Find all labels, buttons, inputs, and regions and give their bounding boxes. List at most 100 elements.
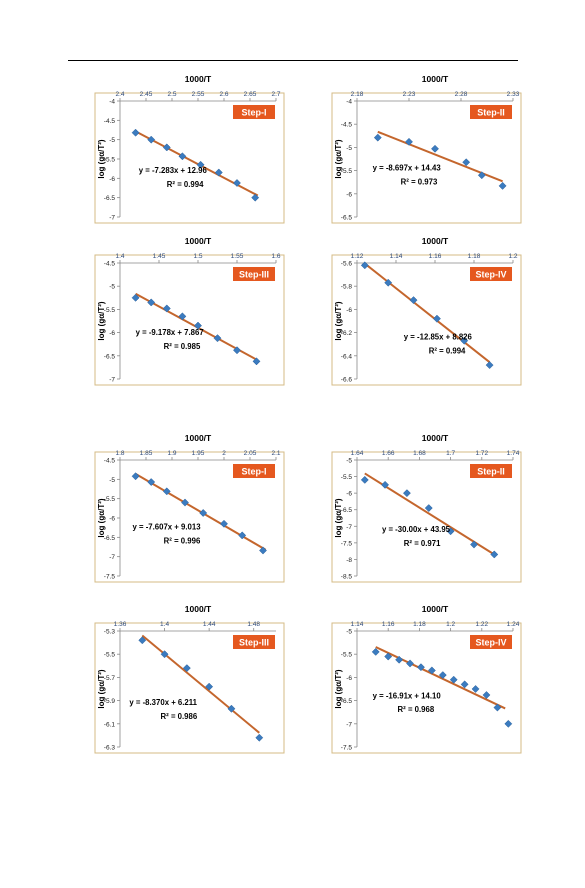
y-tick-label: -7 — [109, 215, 115, 222]
y-tick-label: -8.5 — [341, 574, 353, 581]
data-point — [182, 664, 191, 673]
data-point — [252, 357, 261, 366]
x-tick-label: 1.44 — [203, 621, 216, 628]
x-axis-label: 1000/T — [185, 74, 212, 84]
y-tick-label: -7 — [346, 524, 352, 531]
y-tick-label: -6.4 — [341, 353, 353, 360]
x-tick-label: 1.7 — [446, 450, 455, 457]
x-axis-label: 1000/T — [422, 433, 449, 443]
y-tick-label: -4.5 — [104, 458, 116, 465]
step-label-box — [470, 267, 512, 281]
fit-r-squared: R² = 0.986 — [161, 712, 198, 721]
fit-r-squared: R² = 0.985 — [164, 342, 201, 351]
x-tick-label: 1.14 — [351, 621, 364, 628]
y-tick-label: -5.7 — [104, 675, 116, 682]
data-point — [384, 652, 393, 661]
chart-panel-4: 1000/T 1.12 1.14 1.16 1.18 1.2 -5.6 -5.8 -6 -6.2 -… — [305, 235, 523, 387]
y-tick-label: -7 — [109, 377, 115, 384]
data-point — [493, 703, 502, 712]
data-point — [178, 152, 187, 161]
data-point — [255, 733, 264, 742]
x-tick-label: 1.18 — [413, 621, 426, 628]
data-point — [409, 296, 418, 305]
data-point — [259, 546, 267, 555]
x-tick-label: 1.8 — [115, 450, 124, 457]
x-axis-label: 1000/T — [185, 236, 212, 246]
y-tick-label: -4.5 — [341, 122, 353, 129]
top-rule — [68, 60, 518, 61]
y-tick-label: -5.9 — [104, 698, 116, 705]
x-tick-label: 2.55 — [192, 91, 205, 98]
fit-r-squared: R² = 0.994 — [429, 346, 466, 355]
data-point — [424, 504, 433, 513]
y-axis-label: log (gα/T²) — [334, 498, 343, 537]
chart-panel-3: 1000/T 1.4 1.45 1.5 1.55 1.6 -4.5 -5 -5.5 -6 -6.5 -… — [68, 235, 286, 387]
y-axis-label: log (gα/T²) — [97, 498, 106, 537]
y-tick-label: -5.5 — [341, 474, 353, 481]
x-tick-label: 1.22 — [475, 621, 488, 628]
data-point — [462, 158, 471, 167]
data-point — [373, 133, 382, 142]
x-tick-label: 1.36 — [114, 621, 127, 628]
data-point — [178, 312, 187, 321]
fit-r-squared: R² = 0.996 — [164, 537, 201, 546]
y-tick-label: -8 — [346, 557, 352, 564]
fit-line — [141, 634, 260, 734]
step-label-box — [233, 464, 275, 478]
chart-panel-5: 1000/T 1.8 1.85 1.9 1.95 2 2.05 2.1 -4.5 -5 -5.5 -6… — [68, 432, 286, 584]
chart-frame — [331, 451, 522, 583]
step-label: Step-IV — [475, 638, 506, 648]
step-label: Step-IV — [475, 270, 506, 280]
step-label: Step-I — [241, 108, 266, 118]
y-tick-label: -6.5 — [341, 215, 353, 222]
data-point — [220, 519, 228, 528]
data-point — [498, 181, 507, 190]
y-axis-label: log (gα/T²) — [97, 139, 106, 178]
chart-panel-7: 1000/T 1.36 1.4 1.44 1.48 -5.3 -5.5 -5.7 -5.9 -6.… — [68, 603, 286, 755]
data-point — [160, 650, 169, 659]
y-tick-label: -6.5 — [341, 698, 353, 705]
x-tick-label: 1.55 — [231, 253, 244, 260]
y-tick-label: -6 — [346, 191, 352, 198]
x-tick-label: 1.48 — [247, 621, 260, 628]
data-point — [131, 472, 140, 481]
fit-equation: y = -30.00x + 43.95 — [382, 525, 451, 534]
data-point — [147, 135, 156, 144]
y-tick-label: -5.5 — [341, 168, 353, 175]
chart-svg: 1000/T 1.4 1.45 1.5 1.55 1.6 -4.5 -5 -5.5 -6 -6.5 -… — [94, 236, 285, 386]
y-tick-label: -5 — [346, 458, 352, 465]
x-tick-label: 1.2 — [508, 253, 517, 260]
y-tick-label: -4 — [109, 99, 115, 106]
chart-svg: 1000/T 1.36 1.4 1.44 1.48 -5.3 -5.5 -5.7 -5.9 -6.… — [94, 604, 285, 754]
y-tick-label: -6.2 — [341, 330, 353, 337]
step-label-box — [233, 267, 275, 281]
y-tick-label: -4.5 — [104, 261, 116, 268]
x-tick-label: 2 — [222, 450, 226, 457]
y-tick-label: -6 — [346, 307, 352, 314]
chart-panel-2: 1000/T 2.18 2.23 2.28 2.33 -4 -4.5 -5 -5.5 -6 -6.5… — [305, 73, 523, 225]
x-axis-label: 1000/T — [422, 604, 449, 614]
data-point — [406, 659, 414, 668]
data-point — [395, 655, 404, 664]
fit-r-squared: R² = 0.973 — [401, 178, 438, 187]
step-label-box — [470, 105, 512, 119]
x-tick-label: 1.66 — [382, 450, 395, 457]
x-tick-label: 2.4 — [115, 91, 124, 98]
chart-panel-6: 1000/T 1.64 1.66 1.68 1.7 1.72 1.74 -5 -5.5 -6 -6.… — [305, 432, 523, 584]
data-point — [471, 685, 480, 693]
x-tick-label: 1.74 — [507, 450, 520, 457]
chart-svg: 1000/T 2.18 2.23 2.28 2.33 -4 -4.5 -5 -5.5 -6 -6.5… — [331, 74, 522, 224]
fit-equation: y = -16.91x + 14.10 — [373, 691, 442, 700]
y-tick-label: -5.6 — [341, 261, 353, 268]
y-tick-label: -6.1 — [104, 721, 116, 728]
y-tick-label: -6 — [109, 330, 115, 337]
fit-equation: y = -7.283x + 12.96 — [139, 166, 208, 175]
y-tick-label: -5.3 — [104, 629, 116, 636]
x-axis-label: 1000/T — [422, 236, 449, 246]
data-point — [196, 160, 205, 169]
y-axis-label: log (gα/T²) — [97, 301, 106, 340]
data-point — [470, 540, 478, 549]
step-label: Step-II — [477, 467, 505, 477]
fit-equation: y = -8.697x + 14.43 — [373, 164, 442, 173]
x-tick-label: 1.4 — [160, 621, 169, 628]
